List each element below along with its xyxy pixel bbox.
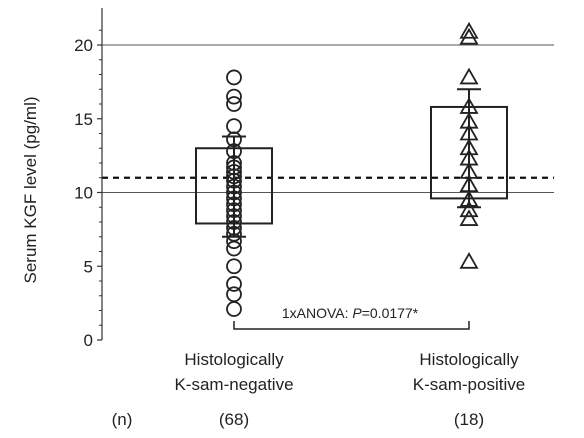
anova-p-symbol: P <box>352 305 362 321</box>
group-label-negative-line2: K-sam-negative <box>174 375 293 394</box>
anova-p-value: =0.0177* <box>362 305 419 321</box>
y-tick-label-5: 5 <box>84 257 93 276</box>
data-point <box>459 190 479 207</box>
data-point <box>459 27 479 45</box>
data-point <box>226 88 242 105</box>
y-tick-label-20: 20 <box>74 36 93 55</box>
group-label-positive-line1: Histologically <box>419 350 519 369</box>
data-point <box>226 184 242 201</box>
data-point <box>459 111 479 129</box>
data-point <box>459 209 479 226</box>
data-point <box>459 21 479 39</box>
data-point <box>226 196 242 213</box>
significance-bracket <box>233 321 470 330</box>
data-point <box>226 214 242 230</box>
group-label-negative-line1: Histologically <box>184 350 284 369</box>
data-point <box>459 252 479 269</box>
data-point <box>226 143 242 160</box>
data-point <box>226 208 242 225</box>
n-label-negative: (68) <box>219 410 249 429</box>
data-point <box>226 301 242 317</box>
y-axis-label: Serum KGF level (pg/ml) <box>21 96 40 283</box>
data-point <box>226 240 242 257</box>
data-point <box>226 276 242 292</box>
data-point <box>226 168 242 185</box>
data-point <box>226 286 242 303</box>
data-point <box>226 96 242 112</box>
data-point <box>226 258 242 275</box>
data-point <box>226 202 242 219</box>
y-tick-label-0: 0 <box>84 331 93 350</box>
data-point <box>226 190 242 207</box>
reference-lines <box>102 44 554 193</box>
error-bars <box>222 88 481 238</box>
data-point <box>459 138 479 156</box>
n-label-positive: (18) <box>454 410 484 429</box>
group-label-positive-line2: K-sam-positive <box>413 375 525 394</box>
anova-prefix: 1xANOVA: <box>282 305 353 321</box>
data-point <box>459 200 479 218</box>
data-point <box>226 131 242 148</box>
n-prefix-label: (n) <box>112 410 133 429</box>
data-point <box>226 233 242 250</box>
y-tick-label-10: 10 <box>74 184 93 203</box>
data-point <box>226 172 242 189</box>
data-point <box>459 67 479 85</box>
bracket-line <box>233 321 470 330</box>
data-point <box>226 178 242 195</box>
data-point <box>226 118 242 135</box>
data-points <box>226 21 479 317</box>
data-point <box>226 69 242 86</box>
y-tick-label-15: 15 <box>74 110 93 129</box>
y-axis: 0 5 10 15 20 <box>74 8 103 350</box>
anova-annotation: 1xANOVA: P=0.0177* <box>282 305 419 321</box>
